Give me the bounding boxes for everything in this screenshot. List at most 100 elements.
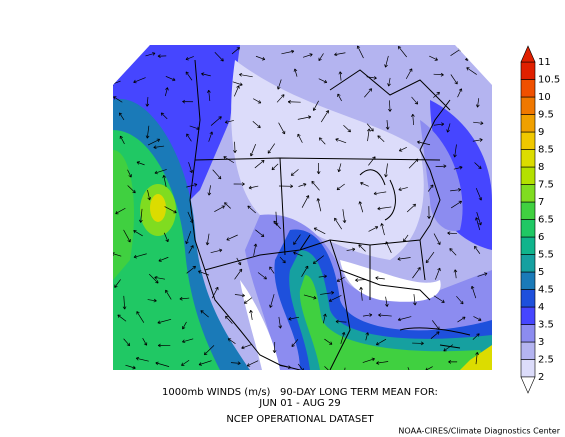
colorbar-label: 5.5 [538,250,554,261]
wind-arrow [427,206,431,219]
wind-arrow [155,361,170,367]
wind-arrow [290,169,299,176]
wind-arrow [450,74,458,85]
colorbar-segment [520,166,536,185]
wind-arrow [477,272,488,277]
wind-arrow [154,169,167,175]
wind-arrow [165,76,176,82]
colorbar-label: 3.5 [538,320,554,331]
wind-arrow [255,229,265,237]
wind-arrow [362,313,373,317]
colorbar-segment [520,341,536,360]
wind-arrow [117,314,127,322]
wind-arrow [312,255,325,265]
wind-arrow [448,360,458,364]
colorbar-segment [520,289,536,308]
wind-arrow [433,91,440,98]
wind-arrow [303,294,317,300]
wind-arrow [411,96,419,105]
wind-arrow [446,123,451,133]
wind-arrow [163,232,169,243]
wind-arrow [412,341,424,346]
colorbar-label: 6 [538,232,544,243]
wind-arrow [185,56,194,61]
wind-arrow [413,294,417,306]
wind-arrow [133,77,146,84]
wind-arrow [476,212,482,226]
colorbar-segment [520,324,536,343]
wind-arrow [145,52,156,57]
wind-arrow [148,273,159,284]
wind-arrow [297,363,304,370]
wind-arrow [367,128,371,142]
wind-arrow [318,78,328,84]
wind-arrow [147,298,157,303]
wind-arrow [346,247,356,252]
wind-arrow [255,55,266,61]
wind-arrow [475,98,480,108]
wind-arrow [340,331,346,344]
wind-arrow [233,182,245,186]
colorbar-label: 2.5 [538,355,554,366]
wind-arrow [232,81,243,87]
wind-arrow [316,162,321,175]
wind-arrow [288,316,300,321]
colorbar-segment [520,236,536,255]
wind-arrow [425,251,435,264]
wind-arrow [318,137,326,145]
wind-arrow [474,162,482,170]
wind-arrow [136,311,145,323]
wind-arrow [207,185,212,196]
wind-arrow [253,243,258,256]
wind-arrow [165,289,172,300]
wind-arrow [119,135,125,145]
wind-arrow [123,229,131,243]
wind-arrow [122,295,127,310]
wind-arrow [384,163,388,178]
wind-arrow [271,163,279,171]
wind-arrow [208,131,214,142]
wind-arrow [433,233,441,245]
colorbar-label: 2 [538,372,544,383]
wind-arrow [278,316,283,329]
wind-arrow [356,45,364,59]
colorbar-segment [520,201,536,220]
colorbar-label: 3 [538,337,544,348]
wind-arrow [377,135,385,142]
wind-arrow [233,141,237,154]
wind-arrow [113,80,121,86]
wind-arrow [293,68,298,77]
wind-arrow [324,338,333,345]
wind-arrow [182,99,194,104]
wind-arrow [397,257,411,261]
wind-arrow [398,187,408,191]
wind-arrow [433,72,444,77]
wind-arrow [297,115,312,120]
colorbar: 2 2.5 3 3.5 4 4.5 5 5.5 6 6.5 7 7.5 8 8.5 9 9.5 10 10.5 11 [520,45,560,394]
wind-arrow [181,359,190,366]
wind-arrow [368,226,379,232]
wind-arrow [136,161,145,166]
wind-arrow [133,253,147,259]
wind-arrow [316,198,322,212]
wind-arrow [247,205,256,214]
colorbar-label: 11 [538,57,551,68]
wind-arrow [118,112,125,121]
coastlines [189,59,451,370]
wind-arrow [276,79,282,90]
wind-arrow [160,112,168,120]
wind-arrow [185,231,192,245]
wind-arrow [412,267,421,279]
wind-arrow [257,272,267,280]
wind-arrow [377,206,392,211]
wind-arrow [249,143,257,157]
wind-arrow [318,274,327,279]
wind-arrow [453,144,457,158]
wind-arrow [226,234,238,241]
wind-arrow [473,316,482,321]
colorbar-segment [520,61,536,80]
wind-arrow [287,99,301,104]
colorbar-label: 4.5 [538,285,554,296]
colorbar-label: 4 [538,302,544,313]
